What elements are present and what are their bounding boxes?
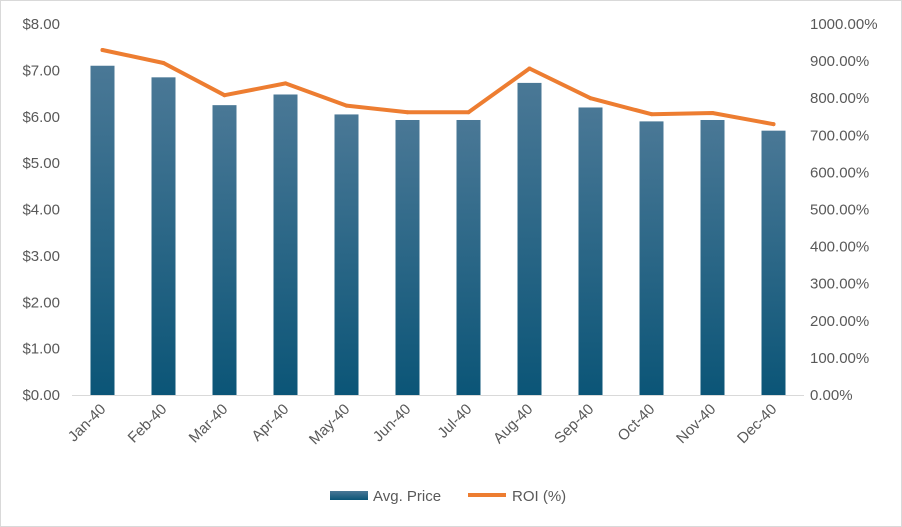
right-axis-tick-label: 900.00%	[810, 53, 869, 70]
right-axis-tick-label: 700.00%	[810, 127, 869, 144]
x-axis: Jan-40 Feb-40 Mar-40 Apr-40 May-40 Jun-40 Jul-…	[65, 395, 804, 448]
roi-point-jul-40	[466, 110, 471, 115]
bar-oct-40	[639, 121, 664, 395]
x-axis-tick-label: Jun-40	[370, 401, 414, 445]
right-axis-tick-label: 500.00%	[810, 202, 869, 219]
right-axis-tick-label: 100.00%	[810, 350, 869, 367]
bar-nov-40	[700, 119, 725, 395]
right-axis-tick-label: 200.00%	[810, 313, 869, 330]
x-axis-tick-label: Sep-40	[551, 401, 597, 447]
left-axis-tick-label: $4.00	[22, 202, 60, 219]
right-axis: 0.00% 100.00% 200.00% 300.00% 400.00% 500.00%…	[810, 16, 878, 404]
roi-point-feb-40	[161, 60, 166, 65]
line-series-roi	[100, 47, 776, 127]
roi-point-apr-40	[283, 81, 288, 86]
roi-point-jan-40	[100, 47, 105, 52]
legend-item-avg-price: Avg. Price	[330, 488, 441, 505]
x-axis-tick-label: Jul-40	[434, 401, 475, 442]
bar-mar-40	[212, 105, 237, 395]
left-axis-tick-label: $1.00	[22, 341, 60, 358]
legend: Avg. Price ROI (%)	[330, 488, 566, 505]
left-axis-tick-label: $3.00	[22, 248, 60, 265]
left-axis-tick-label: $7.00	[22, 62, 60, 79]
x-axis-tick-label: Mar-40	[186, 401, 232, 447]
left-axis-tick-label: $5.00	[22, 155, 60, 172]
roi-point-dec-40	[771, 122, 776, 127]
bar-jul-40	[456, 119, 481, 395]
x-axis-tick-label: Jan-40	[65, 401, 109, 445]
bar-feb-40	[151, 77, 176, 396]
x-axis-tick-label: Oct-40	[614, 401, 658, 445]
right-axis-tick-label: 300.00%	[810, 276, 869, 293]
bar-may-40	[334, 114, 359, 396]
left-axis: $0.00 $1.00 $2.00 $3.00 $4.00 $5.00 $6.00 $7.00…	[22, 16, 60, 404]
x-axis-tick-label: Nov-40	[673, 401, 719, 447]
legend-label-roi: ROI (%)	[512, 488, 566, 505]
x-axis-tick-label: Feb-40	[125, 401, 171, 447]
roi-point-mar-40	[222, 93, 227, 98]
bar-jun-40	[395, 119, 420, 395]
roi-point-oct-40	[649, 112, 654, 117]
x-axis-tick-label: Aug-40	[490, 401, 536, 447]
left-axis-tick-label: $6.00	[22, 109, 60, 126]
roi-point-may-40	[344, 103, 349, 108]
roi-line	[100, 48, 776, 127]
roi-point-aug-40	[527, 66, 532, 71]
right-axis-tick-label: 600.00%	[810, 164, 869, 181]
bar-aug-40	[517, 82, 542, 396]
bar-sep-40	[578, 107, 603, 395]
right-axis-tick-label: 800.00%	[810, 90, 869, 107]
x-axis-tick-label: May-40	[306, 401, 353, 448]
roi-point-jun-40	[405, 110, 410, 115]
right-axis-tick-label: 1000.00%	[810, 16, 878, 33]
right-axis-tick-label: 0.00%	[810, 387, 853, 404]
bar-dec-40	[761, 130, 786, 395]
left-axis-tick-label: $0.00	[22, 387, 60, 404]
left-axis-tick-label: $8.00	[22, 16, 60, 33]
legend-label-avg-price: Avg. Price	[373, 488, 441, 505]
legend-item-roi: ROI (%)	[468, 488, 566, 505]
bar-apr-40	[273, 94, 298, 396]
bar-series-avg-price	[90, 65, 786, 396]
x-axis-tick-label: Dec-40	[734, 401, 780, 447]
legend-swatch-bar	[330, 491, 368, 500]
roi-point-sep-40	[588, 96, 593, 101]
bar-jan-40	[90, 65, 115, 396]
roi-point-nov-40	[710, 111, 715, 116]
right-axis-tick-label: 400.00%	[810, 239, 869, 256]
left-axis-tick-label: $2.00	[22, 294, 60, 311]
x-axis-tick-label: Apr-40	[248, 401, 292, 445]
